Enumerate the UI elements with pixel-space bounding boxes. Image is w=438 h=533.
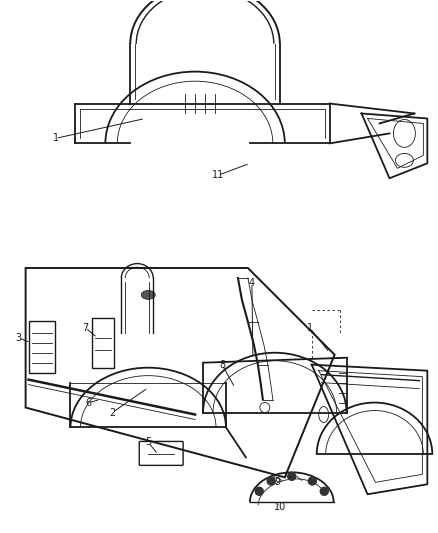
Circle shape <box>255 487 263 495</box>
Text: 2: 2 <box>109 408 116 417</box>
Text: 4: 4 <box>249 278 255 288</box>
Text: 1: 1 <box>307 323 313 333</box>
Text: 9: 9 <box>275 478 281 487</box>
Circle shape <box>308 477 316 485</box>
Text: 1: 1 <box>53 133 59 143</box>
Bar <box>28 321 54 373</box>
Text: 11: 11 <box>212 170 224 180</box>
Text: 5: 5 <box>145 438 152 447</box>
Circle shape <box>288 472 296 480</box>
Text: 3: 3 <box>16 333 22 343</box>
Circle shape <box>320 487 328 495</box>
Text: 10: 10 <box>274 502 286 512</box>
Text: 8: 8 <box>219 360 225 370</box>
Ellipse shape <box>141 290 155 300</box>
Text: 6: 6 <box>85 398 92 408</box>
Text: 7: 7 <box>82 323 88 333</box>
Bar <box>92 318 114 368</box>
Circle shape <box>267 477 275 485</box>
